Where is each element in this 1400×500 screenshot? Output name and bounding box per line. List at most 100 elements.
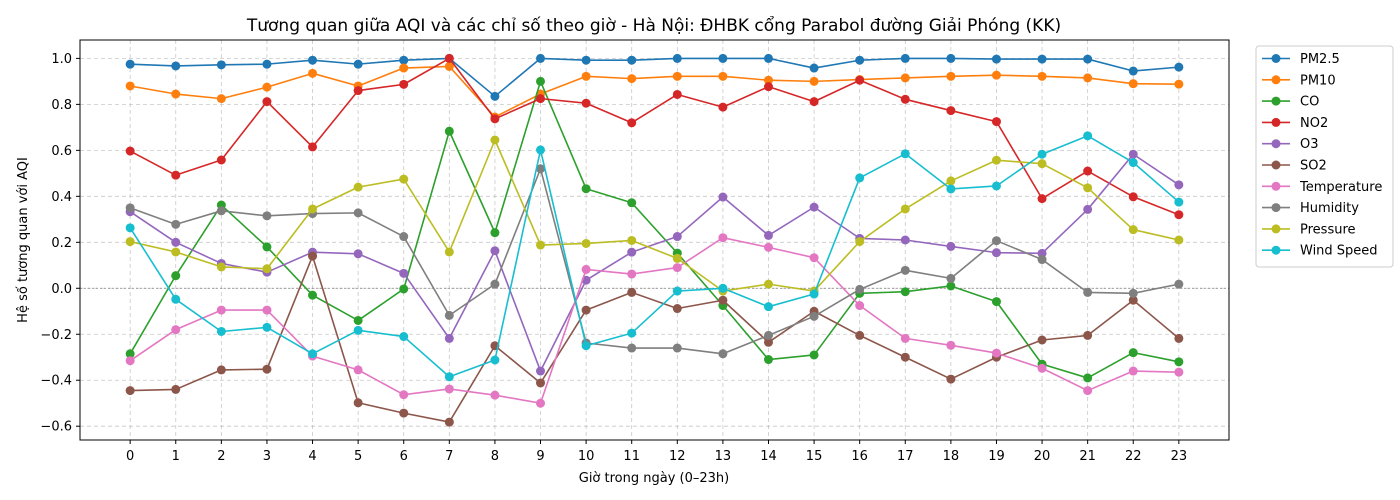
- data-point: [399, 268, 409, 278]
- data-point: [1128, 295, 1138, 305]
- data-point: [718, 283, 728, 293]
- data-point: [672, 53, 682, 63]
- data-point: [809, 289, 819, 299]
- data-point: [1037, 149, 1047, 159]
- data-point: [1174, 62, 1184, 72]
- data-point: [216, 94, 226, 104]
- data-point: [627, 287, 637, 297]
- data-point: [763, 355, 773, 365]
- data-point: [1128, 66, 1138, 76]
- x-tick-label: 4: [308, 449, 316, 464]
- data-point: [946, 184, 956, 194]
- legend-box: [1255, 45, 1394, 268]
- y-axis-ticks: −0.6 −0.4 −0.2 0.0 0.2 0.4 0.6 0.8 1.0: [40, 52, 80, 435]
- legend-label: CO: [1300, 95, 1319, 110]
- y-tick-label: −0.4: [40, 374, 72, 389]
- data-point: [581, 184, 591, 194]
- data-point: [171, 247, 181, 257]
- data-point: [946, 374, 956, 384]
- data-point: [171, 89, 181, 99]
- x-tick-label: 22: [1125, 449, 1142, 464]
- data-point: [809, 311, 819, 321]
- legend-marker: [1271, 54, 1281, 63]
- data-point: [399, 390, 409, 400]
- series-so2: [125, 251, 1184, 427]
- x-tick-label: 16: [851, 449, 868, 464]
- data-point: [444, 417, 454, 427]
- data-point: [1083, 330, 1093, 340]
- data-point: [262, 59, 272, 69]
- data-point: [1037, 71, 1047, 81]
- legend-label: Pressure: [1300, 222, 1356, 237]
- data-point: [809, 97, 819, 107]
- series-humidity: [125, 164, 1184, 359]
- data-point: [399, 284, 409, 294]
- data-point: [809, 350, 819, 360]
- data-point: [763, 82, 773, 92]
- data-point: [991, 155, 1001, 165]
- data-point: [444, 384, 454, 394]
- data-point: [672, 263, 682, 273]
- legend-marker: [1271, 203, 1281, 213]
- data-point: [718, 53, 728, 63]
- data-point: [490, 135, 500, 145]
- data-point: [1174, 180, 1184, 190]
- data-point: [855, 301, 865, 311]
- data-point: [1083, 73, 1093, 83]
- data-point: [672, 343, 682, 353]
- legend-label: SO2: [1300, 159, 1327, 174]
- x-tick-label: 10: [578, 449, 595, 464]
- legend-item: Humidity: [1262, 201, 1359, 216]
- x-axis-ticks: 0 1 2 3 4 5 6 7 8 9 10 11 12 13 14 15 16 17 18 19 20 21 22 23: [126, 440, 1187, 464]
- data-point: [809, 76, 819, 86]
- data-point: [490, 390, 500, 400]
- y-tick-label: 0.2: [51, 236, 72, 251]
- chart-title: Tương quan giữa AQI và các chỉ số theo g…: [246, 15, 1061, 36]
- data-point: [216, 365, 226, 375]
- data-point: [171, 219, 181, 229]
- legend-item: SO2: [1262, 159, 1327, 174]
- data-point: [581, 341, 591, 351]
- data-point: [171, 294, 181, 304]
- data-point: [171, 61, 181, 71]
- series-pressure: [125, 135, 1184, 296]
- x-tick-label: 17: [897, 449, 914, 464]
- data-point: [946, 71, 956, 81]
- data-point: [763, 230, 773, 240]
- data-point: [1083, 54, 1093, 64]
- data-point: [125, 386, 135, 396]
- y-tick-label: −0.2: [40, 328, 72, 343]
- data-point: [353, 208, 363, 218]
- data-point: [353, 86, 363, 96]
- legend-marker: [1271, 160, 1281, 170]
- legend-item: PM2.5: [1262, 52, 1340, 67]
- legend-marker: [1271, 96, 1281, 106]
- data-point: [125, 59, 135, 69]
- data-point: [353, 315, 363, 325]
- data-point: [627, 235, 637, 245]
- y-axis-label: Hệ số tương quan với AQI: [16, 157, 31, 323]
- data-point: [125, 203, 135, 213]
- data-point: [1174, 279, 1184, 289]
- legend-label: Temperature: [1299, 180, 1382, 195]
- legend-label: PM2.5: [1300, 52, 1340, 67]
- data-point: [490, 91, 500, 101]
- legend-label: Wind Speed: [1300, 244, 1378, 259]
- data-point: [353, 59, 363, 69]
- data-point: [1174, 333, 1184, 343]
- series-layer: [125, 53, 1184, 427]
- data-point: [946, 340, 956, 350]
- x-tick-label: 15: [806, 449, 823, 464]
- data-point: [718, 233, 728, 243]
- legend-marker: [1271, 139, 1281, 149]
- legend-marker: [1271, 181, 1281, 191]
- data-point: [1174, 210, 1184, 220]
- series-line: [129, 167, 1180, 355]
- data-point: [763, 330, 773, 340]
- data-point: [262, 211, 272, 221]
- series-line: [129, 153, 1180, 372]
- data-point: [1037, 255, 1047, 265]
- data-point: [490, 114, 500, 124]
